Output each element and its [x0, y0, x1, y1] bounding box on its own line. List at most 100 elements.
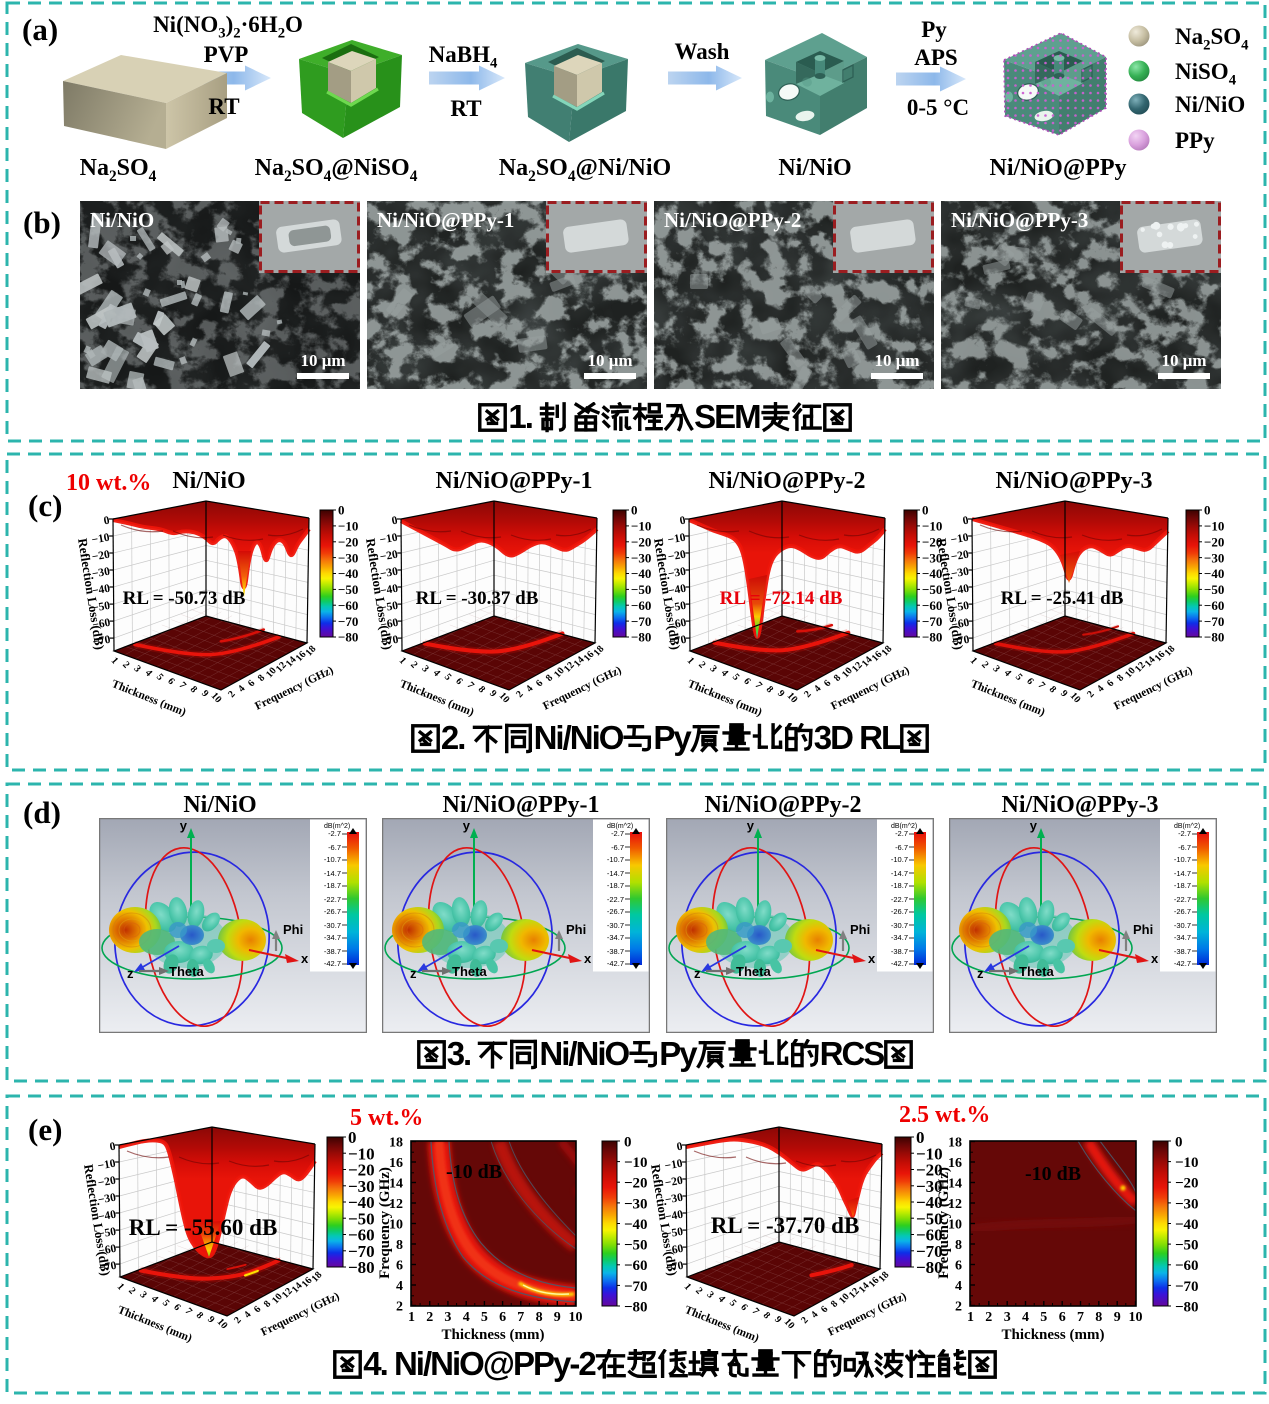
svg-text:6: 6	[955, 1259, 962, 1274]
svg-text:−40: −40	[624, 1217, 648, 1233]
svg-text:5: 5	[727, 1298, 739, 1309]
svg-text:2: 2	[979, 659, 991, 670]
svg-text:−20: −20	[624, 1176, 648, 1192]
svg-text:x: x	[1151, 951, 1159, 966]
svg-text:2: 2	[799, 1315, 811, 1326]
svg-text:6: 6	[165, 676, 177, 687]
svg-text:y: y	[1030, 818, 1038, 833]
svg-text:RL = -55.60 dB: RL = -55.60 dB	[129, 1215, 278, 1240]
svg-text:−10: −10	[950, 532, 970, 547]
svg-text:−40: −40	[667, 583, 687, 598]
svg-text:3: 3	[419, 664, 431, 675]
svg-text:2: 2	[696, 659, 708, 670]
svg-text:-30.7: -30.7	[891, 921, 908, 930]
svg-text:14: 14	[948, 1177, 962, 1192]
svg-text:x: x	[868, 951, 876, 966]
svg-text:-6.7: -6.7	[1178, 843, 1191, 852]
svg-text:-14.7: -14.7	[1174, 869, 1191, 878]
svg-text:2: 2	[408, 659, 420, 670]
svg-text:−70: −70	[98, 1260, 118, 1275]
svg-text:6: 6	[1105, 678, 1117, 689]
svg-text:5: 5	[481, 1310, 488, 1325]
svg-text:Phi: Phi	[283, 922, 303, 937]
svg-text:-18.7: -18.7	[891, 881, 908, 890]
svg-text:−80: −80	[624, 1299, 648, 1315]
svg-text:−70: −70	[92, 634, 112, 649]
svg-text:−50: −50	[631, 582, 651, 597]
svg-text:16: 16	[948, 1156, 962, 1171]
svg-text:−20: −20	[338, 534, 358, 549]
svg-text:z: z	[694, 966, 701, 981]
svg-text:7: 7	[182, 1306, 194, 1317]
svg-text:−20: −20	[631, 534, 651, 549]
svg-text:Thickness (mm): Thickness (mm)	[442, 1327, 545, 1343]
svg-text:10 μm: 10 μm	[874, 351, 919, 370]
svg-text:−40: −40	[631, 566, 651, 581]
svg-text:-22.7: -22.7	[324, 895, 341, 904]
svg-text:8: 8	[1115, 673, 1127, 684]
svg-text:3: 3	[444, 1310, 451, 1325]
svg-text:−30: −30	[916, 1177, 943, 1196]
svg-text:−80: −80	[631, 630, 651, 645]
svg-text:8: 8	[256, 673, 268, 684]
svg-text:0: 0	[1204, 503, 1211, 518]
svg-text:10: 10	[948, 1218, 962, 1233]
svg-text:−70: −70	[338, 614, 358, 629]
svg-text:5: 5	[160, 1298, 172, 1309]
svg-text:−60: −60	[624, 1258, 648, 1274]
svg-text:5: 5	[442, 672, 454, 683]
svg-text:Ni/NiO@PPy-2: Ni/NiO@PPy-2	[664, 208, 801, 232]
svg-text:−40: −40	[91, 583, 111, 598]
svg-text:-6.7: -6.7	[895, 843, 908, 852]
svg-text:6: 6	[738, 1302, 750, 1313]
svg-text:−20: −20	[667, 549, 687, 564]
svg-text:−10: −10	[624, 1155, 648, 1171]
svg-text:2: 2	[955, 1300, 962, 1315]
svg-text:−20: −20	[1175, 1176, 1199, 1192]
svg-text:-10 dB: -10 dB	[446, 1161, 502, 1183]
svg-text:-42.7: -42.7	[891, 959, 908, 968]
svg-text:10 μm: 10 μm	[300, 351, 345, 370]
svg-text:5: 5	[1040, 1310, 1047, 1325]
svg-text:6: 6	[1059, 1310, 1066, 1325]
svg-text:−60: −60	[1175, 1258, 1199, 1274]
svg-text:−10: −10	[348, 1144, 375, 1163]
svg-text:-10.7: -10.7	[324, 855, 341, 864]
svg-text:3: 3	[707, 664, 719, 675]
svg-text:6: 6	[819, 1304, 831, 1315]
svg-text:−50: −50	[348, 1209, 375, 1228]
svg-text:−40: −40	[348, 1193, 375, 1212]
svg-text:-34.7: -34.7	[607, 933, 624, 942]
svg-text:−20: −20	[97, 1175, 117, 1190]
svg-text:−50: −50	[1204, 582, 1224, 597]
svg-text:8: 8	[544, 673, 556, 684]
svg-text:-30.7: -30.7	[1174, 921, 1191, 930]
svg-text:6: 6	[499, 1310, 506, 1325]
svg-text:−80: −80	[348, 1258, 375, 1277]
svg-text:4: 4	[149, 1294, 161, 1305]
svg-text:−60: −60	[916, 1226, 943, 1245]
svg-text:−60: −60	[97, 1243, 117, 1258]
svg-text:6: 6	[1024, 676, 1036, 687]
svg-text:-14.7: -14.7	[607, 869, 624, 878]
svg-text:-38.7: -38.7	[324, 947, 341, 956]
svg-text:-34.7: -34.7	[324, 933, 341, 942]
svg-text:1: 1	[109, 655, 121, 666]
svg-text:9: 9	[554, 1310, 561, 1325]
svg-text:−30: −30	[1204, 550, 1224, 565]
svg-text:−10: −10	[664, 1158, 684, 1173]
svg-text:2: 2	[802, 689, 814, 700]
svg-text:4: 4	[236, 683, 248, 694]
svg-text:6: 6	[822, 678, 834, 689]
svg-text:10 μm: 10 μm	[587, 351, 632, 370]
svg-text:−20: −20	[950, 549, 970, 564]
svg-text:−30: −30	[338, 550, 358, 565]
svg-text:4: 4	[242, 1309, 254, 1320]
svg-text:-10.7: -10.7	[891, 855, 908, 864]
svg-text:RL = -72.14 dB: RL = -72.14 dB	[720, 588, 843, 609]
svg-text:−50: −50	[338, 582, 358, 597]
svg-text:Thickness (mm): Thickness (mm)	[1002, 1327, 1105, 1343]
svg-text:z: z	[977, 966, 984, 981]
svg-text:1: 1	[408, 1310, 415, 1325]
svg-text:−70: −70	[1175, 1279, 1199, 1295]
